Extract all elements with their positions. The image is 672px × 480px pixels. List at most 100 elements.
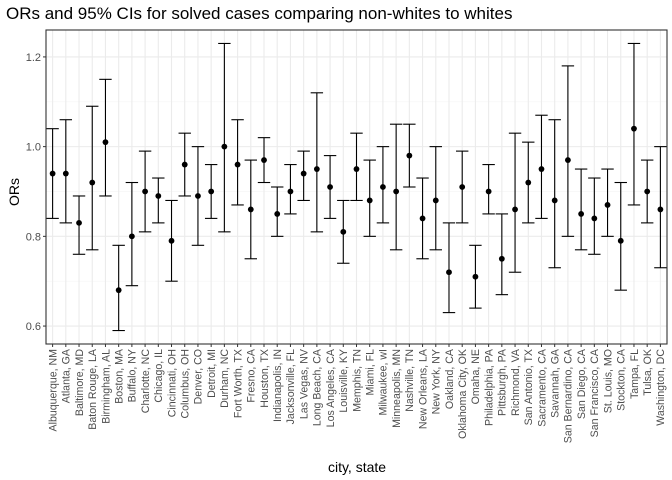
errorbar-group xyxy=(138,150,152,233)
x-tick-label: Washington, DC xyxy=(655,349,667,426)
errorbar-group xyxy=(522,141,535,224)
x-tick-label: Cincinnati, OH xyxy=(166,349,178,417)
y-axis: 0.6 0.8 1.0 1.2 xyxy=(26,52,46,333)
or-point xyxy=(591,215,598,222)
or-point xyxy=(406,152,413,159)
x-tick-label: Columbus, OH xyxy=(180,349,192,418)
x-tick-label: Fresno, CA xyxy=(246,348,258,403)
errorbar-group xyxy=(548,119,561,269)
x-tick-label: Baltimore, MD xyxy=(74,349,86,416)
x-tick-label: Denver, CO xyxy=(193,349,205,404)
x-tick-label: Baton Rouge, LA xyxy=(87,348,99,430)
x-tick-label: Los Angeles, CA xyxy=(325,348,337,427)
errorbar-group xyxy=(350,132,363,202)
x-tick-label: Miami, FL xyxy=(365,349,377,396)
errorbar-group xyxy=(152,177,165,224)
x-tick-label: Las Vegas, NV xyxy=(298,348,310,419)
x-tick-label: Tampa, FL xyxy=(629,349,641,399)
or-point xyxy=(142,188,148,195)
x-tick-label: Atlanta, GA xyxy=(61,348,73,403)
or-point xyxy=(380,184,386,190)
or-point xyxy=(644,188,651,195)
errorbar-group xyxy=(403,123,416,188)
or-point xyxy=(208,188,215,195)
or-point xyxy=(181,161,188,168)
errorbar-group xyxy=(456,150,469,224)
x-tick-label: Detroit, MI xyxy=(206,349,218,398)
errorbar-group xyxy=(363,159,376,237)
errorbar-group xyxy=(627,42,641,206)
or-point xyxy=(168,237,175,244)
or-point xyxy=(432,197,439,204)
or-point xyxy=(49,170,56,177)
or-point xyxy=(366,197,373,204)
errorbar-group xyxy=(389,123,403,251)
errorbar-group xyxy=(429,146,442,251)
or-point xyxy=(234,161,241,168)
errorbar-group xyxy=(535,114,548,219)
errorbar-group xyxy=(231,119,244,206)
errorbar-group xyxy=(125,181,139,287)
or-point xyxy=(512,206,518,213)
y-tick-label: 1.0 xyxy=(26,142,41,154)
x-tick-label: Oakland, CA xyxy=(444,348,456,409)
x-tick-label: San Diego, CA xyxy=(576,348,588,419)
or-point xyxy=(657,206,664,213)
errorbar-group xyxy=(654,146,667,269)
x-tick-label: Birmingham, AL xyxy=(100,349,112,424)
errorbar-group xyxy=(178,132,191,197)
or-point xyxy=(631,125,637,132)
errorbar-group xyxy=(601,168,614,237)
errorbar-group xyxy=(323,155,337,219)
or-point xyxy=(89,179,96,186)
or-point xyxy=(446,269,452,276)
x-tick-label: San Francisco, CA xyxy=(589,348,601,437)
y-tick-label: 0.8 xyxy=(26,231,41,243)
errorbar-group xyxy=(495,213,509,296)
x-tick-label: Milwaukee, wI xyxy=(378,349,390,416)
errorbar-group xyxy=(297,150,310,202)
errorbar-group xyxy=(416,177,429,260)
or-point xyxy=(195,193,201,199)
chart-title: ORs and 95% CIs for solved cases compari… xyxy=(6,4,513,23)
errorbar-group xyxy=(191,146,205,246)
or-point xyxy=(498,255,505,262)
errorbar-group xyxy=(310,92,324,233)
or-point xyxy=(551,197,558,204)
x-tick-label: Stockton, CA xyxy=(616,348,628,411)
chart-marks xyxy=(45,29,668,345)
errorbar-group xyxy=(614,181,627,291)
errorbar-group xyxy=(469,244,482,309)
or-point xyxy=(419,215,426,222)
or-point xyxy=(578,211,585,217)
errorbar-group xyxy=(574,168,588,251)
or-point xyxy=(485,188,492,195)
errorbar-group xyxy=(284,164,297,215)
errorbar-group xyxy=(46,128,59,219)
x-tick-label: Pittsburgh, PA xyxy=(497,348,509,416)
x-tick-label: Houston, TX xyxy=(259,349,271,408)
errorbar-group xyxy=(218,42,231,233)
x-tick-label: Oklahoma City, OK xyxy=(457,349,469,439)
x-tick-label: Albuquerque, NM xyxy=(47,349,59,431)
x-tick-label: New Orleans, LA xyxy=(417,348,429,429)
or-point xyxy=(221,143,228,150)
y-tick-label: 1.2 xyxy=(26,52,41,64)
x-axis-label: city, state xyxy=(328,459,386,475)
x-tick-label: Philadelphia, PA xyxy=(483,348,495,426)
errorbar-group xyxy=(244,159,257,260)
x-tick-label: Richmond, VA xyxy=(510,348,522,416)
x-axis: Albuquerque, NM Atlanta, GA Baltimore, MD B… xyxy=(47,344,667,443)
errorbar-group xyxy=(257,137,271,184)
x-tick-label: Omaha, NE xyxy=(470,349,482,404)
errorbar-group xyxy=(271,186,284,237)
or-point xyxy=(525,179,532,186)
errorbar-group xyxy=(482,164,495,215)
x-tick-label: St. Louis, MO xyxy=(602,349,614,413)
errorbar-group xyxy=(165,199,178,282)
x-tick-label: Savannah, GA xyxy=(549,348,561,418)
or-point xyxy=(327,184,333,190)
errorbar-group xyxy=(508,132,522,273)
errorbar-group xyxy=(99,78,112,197)
